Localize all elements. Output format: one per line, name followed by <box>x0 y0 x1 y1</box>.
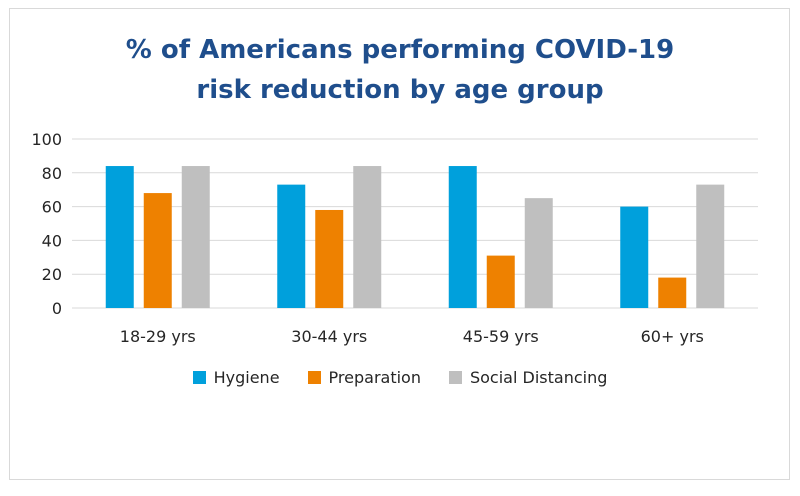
legend-label: Preparation <box>328 368 421 387</box>
bar-social-distancing <box>353 166 382 308</box>
bar-social-distancing <box>524 198 553 308</box>
bar-preparation <box>315 209 344 308</box>
legend-swatch <box>192 371 206 384</box>
x-category-label: 60+ yrs <box>641 327 704 346</box>
bar-preparation <box>486 255 515 308</box>
x-axis-categories: 18-29 yrs 30-44 yrs 45-59 yrs 60+ yrs <box>120 327 704 346</box>
legend-label: Social Distancing <box>469 368 608 387</box>
bar-hygiene <box>620 206 649 308</box>
gridlines <box>72 138 758 309</box>
x-category-label: 30-44 yrs <box>291 327 367 346</box>
legend-swatch <box>448 371 462 384</box>
bars <box>105 166 725 308</box>
legend-swatch <box>307 371 321 384</box>
legend-item: Social Distancing <box>448 368 608 387</box>
legend-item: Preparation <box>307 368 421 387</box>
y-axis-ticks: 0 20 40 60 80 100 <box>31 130 62 318</box>
y-tick-label: 60 <box>42 198 62 217</box>
bar-hygiene <box>105 166 134 308</box>
bar-hygiene <box>448 166 477 308</box>
y-tick-label: 80 <box>42 164 62 183</box>
x-category-label: 18-29 yrs <box>120 327 196 346</box>
legend-label: Hygiene <box>213 368 280 387</box>
x-category-label: 45-59 yrs <box>463 327 539 346</box>
y-tick-label: 0 <box>52 299 62 318</box>
legend-item: Hygiene <box>192 368 280 387</box>
bar-social-distancing <box>181 166 210 308</box>
bar-preparation <box>658 277 687 308</box>
chart-frame <box>9 8 790 480</box>
y-tick-label: 20 <box>42 265 62 284</box>
y-tick-label: 40 <box>42 231 62 250</box>
chart-title: % of Americans performing COVID-19 risk … <box>125 35 675 105</box>
bar-preparation <box>143 193 172 308</box>
y-tick-label: 100 <box>31 130 62 149</box>
bar-hygiene <box>277 184 306 308</box>
legend: Hygiene Preparation Social Distancing <box>0 368 800 387</box>
bar-social-distancing <box>696 184 725 308</box>
